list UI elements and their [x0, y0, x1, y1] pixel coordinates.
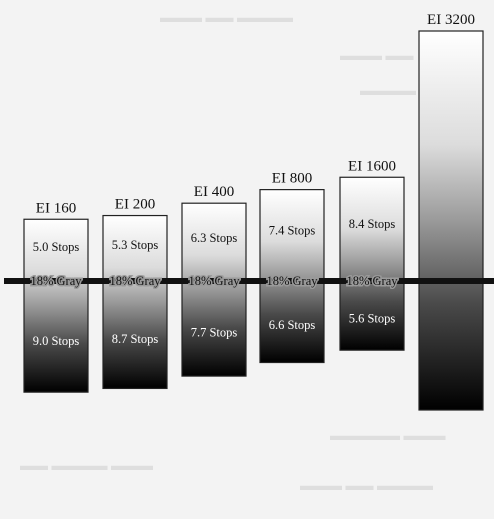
over-exposure-label: 8.4 Stops — [349, 217, 396, 231]
svg-text:▬▬▬▬▬ ▬▬▬: ▬▬▬▬▬ ▬▬▬ — [330, 429, 446, 444]
svg-text:▬▬▬ ▬▬: ▬▬▬ ▬▬ — [340, 49, 414, 64]
midline-label: 18% Gray — [266, 274, 318, 288]
midline-label: 18% Gray — [188, 274, 240, 288]
over-exposure-label: 5.0 Stops — [33, 240, 80, 254]
background-page-texture: ▬▬▬ ▬▬ ▬▬▬▬ ▬▬▬ ▬▬ ▬▬▬▬ ▬ ▬▬ ▬▬▬▬ ▬▬▬ ▬▬… — [20, 11, 446, 494]
svg-text:▬▬▬▬ ▬: ▬▬▬▬ ▬ — [360, 84, 434, 99]
over-exposure-label: 6.3 Stops — [191, 231, 238, 245]
midline-label: 18% Gray — [30, 274, 82, 288]
under-exposure-label: 5.6 Stops — [349, 311, 396, 325]
category-label: EI 1600 — [348, 158, 396, 174]
over-exposure-label: 5.3 Stops — [112, 238, 159, 252]
under-exposure-label: 8.7 Stops — [112, 332, 159, 346]
category-label: EI 400 — [194, 184, 234, 200]
bar-ei-800 — [259, 189, 325, 364]
category-label: EI 200 — [115, 197, 155, 213]
bars-layer — [23, 30, 484, 411]
svg-text:▬▬ ▬▬▬▬ ▬▬▬: ▬▬ ▬▬▬▬ ▬▬▬ — [20, 459, 153, 474]
bar-ei-200 — [102, 214, 168, 390]
bar-ei-400 — [181, 202, 247, 377]
midline-label: 18% Gray — [109, 274, 161, 288]
under-exposure-label: 9.0 Stops — [33, 334, 80, 348]
svg-text:▬▬▬ ▬▬ ▬▬▬▬: ▬▬▬ ▬▬ ▬▬▬▬ — [300, 479, 433, 494]
bar-ei-1600 — [339, 176, 405, 351]
under-exposure-label: 7.7 Stops — [191, 325, 238, 339]
under-exposure-label: 6.6 Stops — [269, 318, 316, 332]
labels-layer: EI 160 5.0 Stops 18% Gray 9.0 Stops EI 200 5.… — [29, 12, 475, 348]
svg-text:▬▬▬ ▬▬ ▬▬▬▬: ▬▬▬ ▬▬ ▬▬▬▬ — [160, 11, 293, 26]
bar-ei-3200 — [418, 30, 484, 411]
category-label: EI 3200 — [427, 12, 475, 28]
over-exposure-label: 7.4 Stops — [269, 224, 316, 238]
category-label: EI 800 — [272, 171, 312, 187]
midline-label: 18% Gray — [346, 274, 398, 288]
category-label: EI 160 — [36, 200, 76, 216]
bar-ei-160 — [23, 218, 89, 393]
